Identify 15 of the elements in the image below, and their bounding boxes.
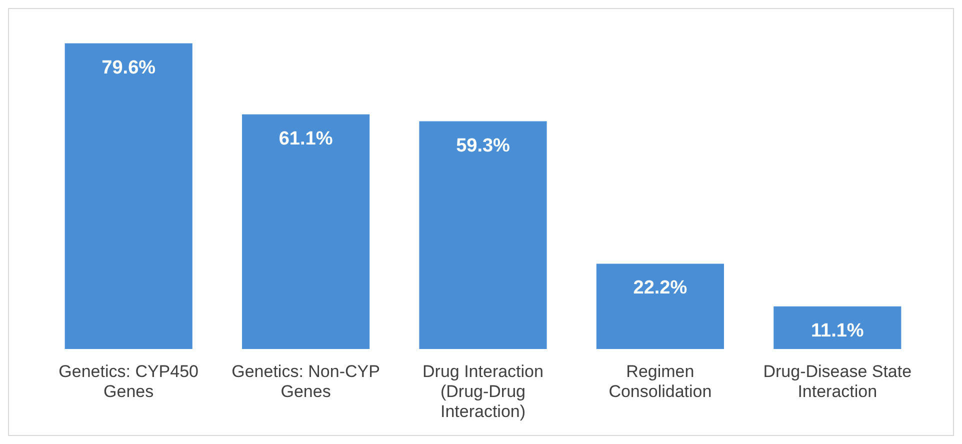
bar — [419, 121, 547, 349]
x-tick-label: Genetics: Non-CYP Genes — [232, 362, 380, 401]
data-label: 11.1% — [810, 320, 864, 342]
bar — [242, 114, 370, 349]
data-label: 59.3% — [456, 135, 510, 156]
x-tick-label: Drug Interaction (Drug-Drug Interaction) — [422, 362, 544, 421]
bar — [64, 43, 192, 349]
x-tick-label: Drug-Disease State Interaction — [763, 362, 912, 401]
data-label: 79.6% — [102, 57, 156, 78]
data-label: 22.2% — [633, 278, 688, 299]
x-tick-label: Genetics: CYP450 Genes — [58, 362, 199, 401]
x-tick-label: Regimen Consolidation — [608, 362, 712, 401]
bar — [596, 264, 724, 349]
data-label: 61.1% — [278, 128, 333, 150]
bar — [774, 306, 902, 349]
